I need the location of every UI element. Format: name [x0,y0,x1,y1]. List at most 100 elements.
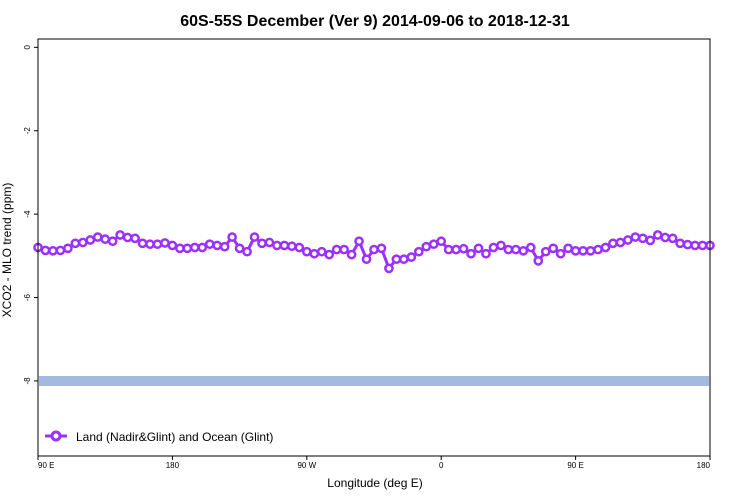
series-layer [33,230,715,274]
data-point [324,249,335,260]
data-point [563,243,573,254]
data-point [406,252,417,262]
y-ticks: 0 -2 -4 -6 -8 [23,45,38,385]
data-point [645,235,656,246]
data-point [585,245,596,256]
x-tick-label: 180 [166,461,180,470]
data-point [301,246,312,257]
data-point [189,242,200,253]
y-axis-label: XCO2 - MLO trend (ppm) [0,183,14,318]
y-tick-label: -8 [23,377,32,385]
data-point [675,238,685,249]
data-point [525,242,536,253]
y-tick-label: 0 [23,45,32,50]
data-point [361,254,372,265]
data-point [667,233,678,244]
data-point [55,245,66,256]
data-point [182,243,193,254]
data-point [496,240,506,251]
data-point [548,243,559,254]
y-tick-label: -2 [23,127,32,135]
data-point [287,241,297,252]
data-point [443,244,454,255]
data-point [212,240,223,251]
x-tick-label: 180 [697,461,711,470]
data-point [115,230,125,240]
data-point [70,238,81,249]
legend: Land (Nadir&Glint) and Ocean (Glint) [45,430,273,444]
data-point [518,245,529,256]
data-point [578,245,588,256]
data-point [413,246,424,257]
data-point [391,254,402,265]
data-point [130,233,140,244]
data-point [346,249,357,260]
x-tick-label: 0 [439,461,444,470]
data-point [690,240,700,251]
data-point [152,239,163,250]
data-point [399,254,409,265]
data-point [451,244,461,255]
data-point [137,238,148,249]
data-point [160,238,170,248]
data-point [600,242,611,253]
x-ticks: 90 E 180 90 W 0 90 E 180 [37,456,711,470]
data-point [279,240,290,251]
x-tick-label: 90 E [38,461,54,470]
data-point [272,240,282,251]
legend-label: Land (Nadir&Glint) and Ocean (Glint) [76,430,273,444]
data-point [615,237,626,248]
data-point [100,234,111,245]
y-tick-label: -6 [23,293,32,301]
data-point [623,235,633,245]
data-point [503,244,514,255]
data-point [458,243,469,254]
data-point [533,255,544,266]
data-point [219,241,230,252]
data-point [481,248,491,259]
plot-frame [37,38,711,457]
data-point [637,233,648,244]
data-point [242,246,252,257]
x-axis-label: Longitude (deg E) [327,476,422,490]
data-point [145,239,155,250]
x-tick-label: 90 E [567,461,583,470]
data-point [339,244,349,255]
x-tick-label: 90 W [297,461,316,470]
data-point [660,232,671,243]
data-point [384,263,394,274]
data-point [167,240,178,251]
data-point [92,232,103,242]
data-point [376,243,387,254]
y-tick-label: -4 [23,210,32,218]
data-point [227,232,237,242]
data-point [197,242,208,253]
data-point [85,235,96,245]
data-point [122,232,133,243]
data-point [354,236,364,247]
data-point [63,243,73,254]
data-point [428,239,439,250]
data-point [294,242,305,253]
data-point [77,237,88,248]
data-point [630,232,641,242]
data-point [473,243,484,254]
data-point [555,248,566,259]
data-point [466,248,476,259]
data-point [175,243,185,254]
data-point [234,243,245,254]
data-point [421,241,432,252]
data-point [331,244,342,255]
data-point [652,230,663,240]
data-point [682,239,693,250]
data-point [697,240,708,251]
data-point [593,244,603,255]
data-point [107,236,118,247]
data-point [369,244,379,255]
chart-title: 60S-55S December (Ver 9) 2014-09-06 to 2… [180,13,570,30]
data-point [249,232,260,242]
data-point [309,248,320,259]
data-point [436,236,447,247]
data-point [264,237,275,248]
